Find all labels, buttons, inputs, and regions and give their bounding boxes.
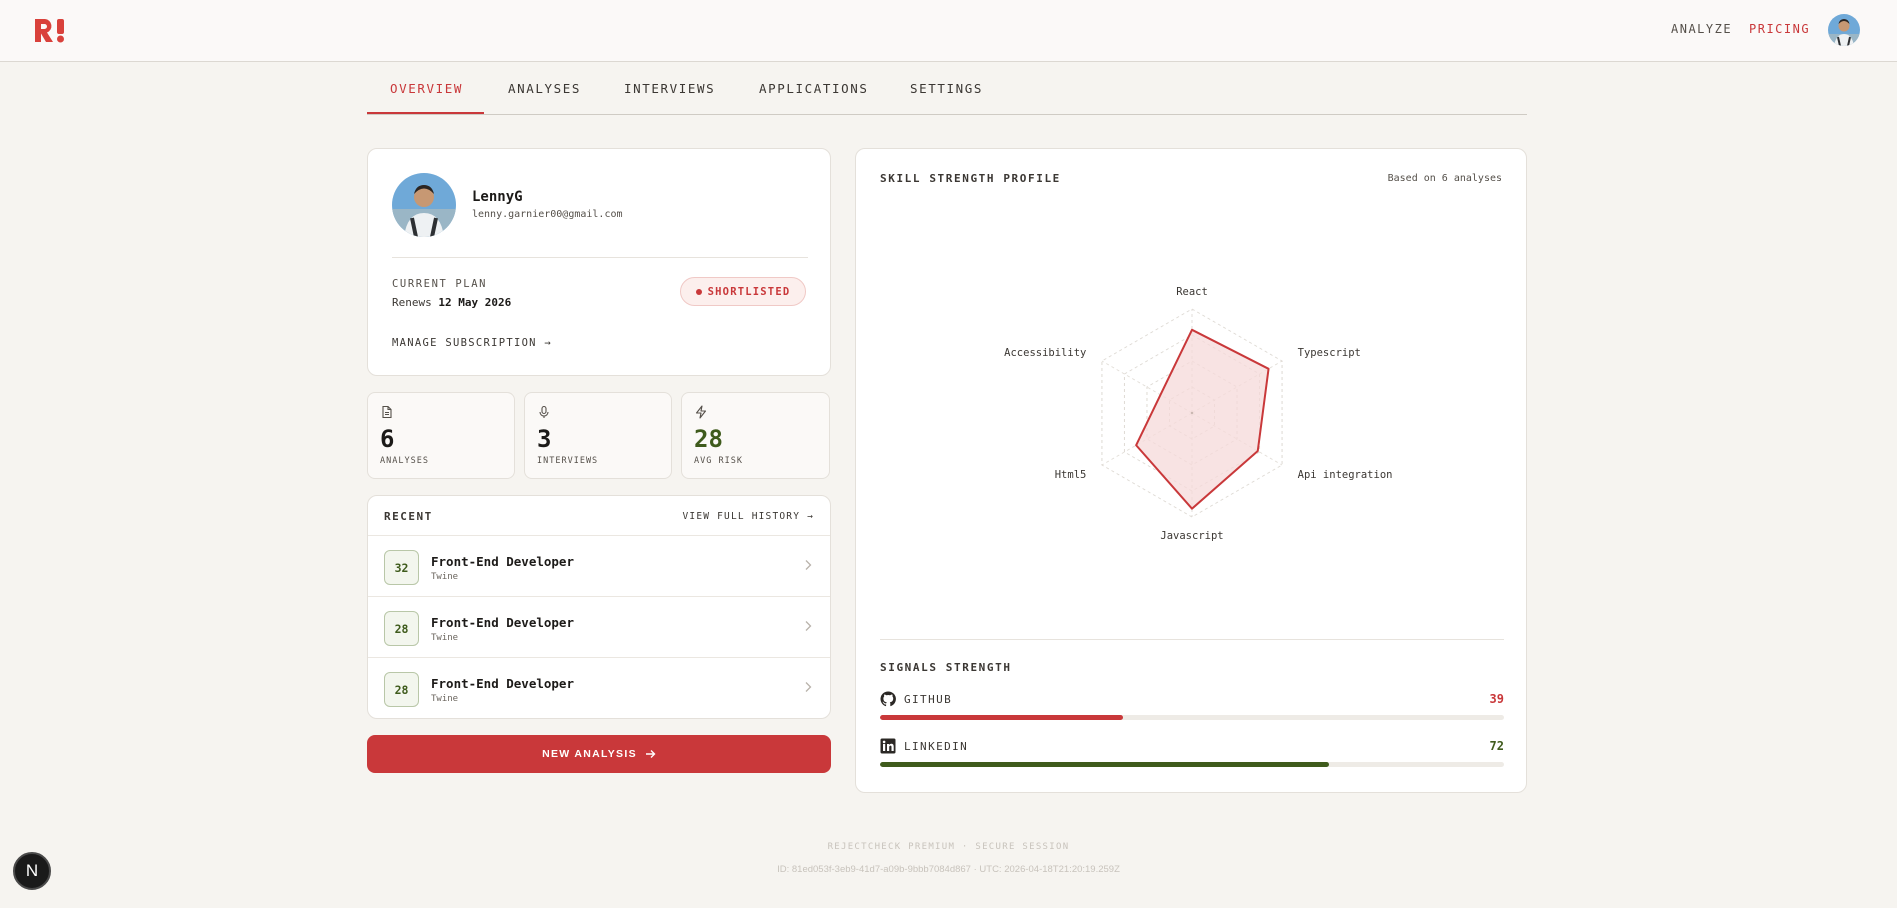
recent-title: RECENT <box>384 510 433 523</box>
signal-value: 72 <box>1489 739 1504 753</box>
profile-email: lenny.garnier00@gmail.com <box>472 209 623 220</box>
status-dot-icon <box>695 288 702 295</box>
tab-interviews[interactable]: INTERVIEWS <box>624 81 716 96</box>
radar-axis <box>1191 412 1283 466</box>
radar-axis-label: Api integration <box>1298 469 1393 481</box>
brand-logo-icon[interactable] <box>33 16 67 44</box>
stat-avg-risk: 28 AVG RISK <box>681 392 830 479</box>
tab-settings[interactable]: SETTINGS <box>910 81 984 96</box>
risk-score: 32 <box>384 550 419 585</box>
footer-session-id: ID: 81ed053f-3eb9-41d7-a09b-9bbb7084d867… <box>777 864 1120 875</box>
risk-score: 28 <box>384 672 419 707</box>
lightning-icon <box>695 405 707 419</box>
stat-label: ANALYSES <box>380 456 429 466</box>
chevron-right-icon <box>805 560 812 570</box>
user-avatar[interactable] <box>1828 14 1860 46</box>
company-name: Twine <box>431 572 459 582</box>
company-name: Twine <box>431 633 459 643</box>
microphone-icon <box>539 405 549 418</box>
list-item[interactable]: 28 Front-End Developer Twine <box>368 658 830 719</box>
signal-linkedin: LINKEDIN 72 <box>880 738 1504 778</box>
stat-analyses: 6 ANALYSES <box>367 392 515 479</box>
view-full-history-link[interactable]: VIEW FULL HISTORY → <box>682 511 814 522</box>
signal-value: 39 <box>1489 692 1504 706</box>
status-badge-label: SHORTLISTED <box>707 285 791 298</box>
github-icon <box>880 691 896 707</box>
profile-card: LennyG lenny.garnier00@gmail.com CURRENT… <box>367 148 831 376</box>
plan-renewal: Renews 12 May 2026 <box>392 296 511 309</box>
radar-series-area <box>1135 328 1270 510</box>
profile-avatar <box>392 173 456 237</box>
skill-radar-chart: React Typescript Api integration Javascript… <box>1004 286 1393 542</box>
recent-header: RECENT VIEW FULL HISTORY → <box>368 496 830 536</box>
current-plan-label: CURRENT PLAN <box>392 278 488 290</box>
risk-score: 28 <box>384 611 419 646</box>
signal-github: GITHUB 39 <box>880 691 1504 731</box>
chevron-right-icon <box>805 621 812 631</box>
tab-overview[interactable]: OVERVIEW <box>390 81 464 96</box>
list-item[interactable]: 32 Front-End Developer Twine <box>368 536 830 597</box>
status-badge: SHORTLISTED <box>680 277 806 306</box>
tab-applications[interactable]: APPLICATIONS <box>759 81 869 96</box>
signal-bar <box>880 762 1330 767</box>
signal-name: GITHUB <box>904 693 953 706</box>
tab-analyses[interactable]: ANALYSES <box>508 81 582 96</box>
signal-track <box>880 715 1504 720</box>
chevron-right-icon <box>805 682 812 692</box>
new-analysis-label: NEW ANALYSIS <box>542 748 637 760</box>
arrow-right-icon <box>645 750 656 758</box>
stat-label: INTERVIEWS <box>537 456 599 466</box>
renews-date: 12 May 2026 <box>438 296 512 309</box>
radar-axis <box>1101 360 1193 414</box>
stat-label: AVG RISK <box>694 456 743 466</box>
tab-bar: OVERVIEW ANALYSES INTERVIEWS APPLICATION… <box>367 62 1527 115</box>
list-item[interactable]: 28 Front-End Developer Twine <box>368 597 830 658</box>
renews-prefix: Renews <box>392 296 432 309</box>
recent-card: RECENT VIEW FULL HISTORY → 32 Front-End … <box>367 495 831 719</box>
skill-profile-basis: Based on 6 analyses <box>1387 173 1502 184</box>
profile-name: LennyG <box>472 189 523 205</box>
skill-strength-card: SKILL STRENGTH PROFILE Based on 6 analys… <box>855 148 1527 793</box>
manage-subscription-link[interactable]: MANAGE SUBSCRIPTION → <box>392 337 553 349</box>
nav-analyze-link[interactable]: ANALYZE <box>1671 22 1733 36</box>
radar-axis-label: React <box>1176 286 1208 298</box>
radar-center <box>1190 411 1194 415</box>
footer-tagline: REJECTCHECK PREMIUM · SECURE SESSION <box>827 842 1070 852</box>
signal-name: LINKEDIN <box>904 740 969 753</box>
top-bar: ANALYZE PRICING <box>0 0 1897 62</box>
signal-track <box>880 762 1504 767</box>
radar-axis-label: Accessibility <box>1004 347 1086 359</box>
signal-bar <box>880 715 1124 720</box>
stat-interviews: 3 INTERVIEWS <box>524 392 672 479</box>
active-tab-indicator <box>367 112 484 114</box>
stat-value: 3 <box>537 425 552 453</box>
signals-divider <box>880 639 1504 640</box>
company-name: Twine <box>431 694 459 704</box>
signals-title: SIGNALS STRENGTH <box>880 661 1012 674</box>
radar-axis <box>1101 412 1193 466</box>
skill-profile-title: SKILL STRENGTH PROFILE <box>880 172 1061 185</box>
radar-axis-label: Html5 <box>1055 469 1087 481</box>
dev-tools-badge[interactable]: N <box>13 852 51 890</box>
profile-divider <box>392 257 808 258</box>
stat-value: 6 <box>380 425 395 453</box>
radar-axis-label: Javascript <box>1160 530 1223 542</box>
job-title: Front-End Developer <box>431 554 574 569</box>
stat-value: 28 <box>694 425 723 453</box>
new-analysis-button[interactable]: NEW ANALYSIS <box>367 735 831 773</box>
radar-axis-label: Typescript <box>1298 347 1361 359</box>
job-title: Front-End Developer <box>431 676 574 691</box>
linkedin-icon <box>880 738 896 754</box>
nav-pricing-link[interactable]: PRICING <box>1749 22 1811 36</box>
job-title: Front-End Developer <box>431 615 574 630</box>
document-icon <box>382 405 392 419</box>
